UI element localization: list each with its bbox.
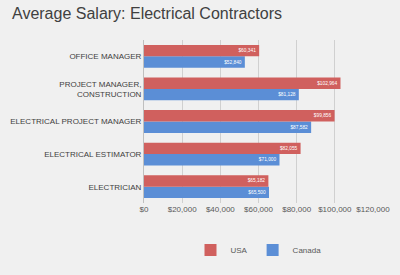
svg-text:$100,000: $100,000 <box>318 205 352 214</box>
svg-text:$0: $0 <box>140 205 149 214</box>
svg-text:$99,856: $99,856 <box>314 113 332 118</box>
svg-text:$52,840: $52,840 <box>224 60 242 65</box>
svg-text:$87,582: $87,582 <box>290 125 308 130</box>
svg-text:ELECTRICAL ESTIMATOR: ELECTRICAL ESTIMATOR <box>44 150 141 159</box>
svg-text:$65,182: $65,182 <box>248 178 266 183</box>
svg-text:$82,055: $82,055 <box>280 146 298 151</box>
svg-text:$80,000: $80,000 <box>282 205 311 214</box>
svg-text:$102,964: $102,964 <box>317 81 337 86</box>
svg-text:OFFICE MANAGER: OFFICE MANAGER <box>69 52 141 61</box>
svg-text:USA: USA <box>231 246 248 255</box>
svg-text:$60,341: $60,341 <box>238 48 256 53</box>
svg-text:ELECTRICAL PROJECT MANAGER: ELECTRICAL PROJECT MANAGER <box>10 117 141 126</box>
svg-text:$81,128: $81,128 <box>278 92 296 97</box>
svg-text:$60,000: $60,000 <box>244 205 273 214</box>
svg-text:$71,000: $71,000 <box>259 157 277 162</box>
svg-text:$120,000: $120,000 <box>356 205 390 214</box>
svg-text:ELECTRICIAN: ELECTRICIAN <box>88 183 141 192</box>
svg-text:Average Salary: Electrical Con: Average Salary: Electrical Contractors <box>12 5 282 22</box>
svg-text:$20,000: $20,000 <box>168 205 197 214</box>
svg-text:Canada: Canada <box>293 246 322 255</box>
svg-text:$40,000: $40,000 <box>206 205 235 214</box>
svg-text:$65,500: $65,500 <box>248 190 266 195</box>
svg-text:PROJECT MANAGER,CONSTRUCTION: PROJECT MANAGER,CONSTRUCTION <box>59 80 141 99</box>
